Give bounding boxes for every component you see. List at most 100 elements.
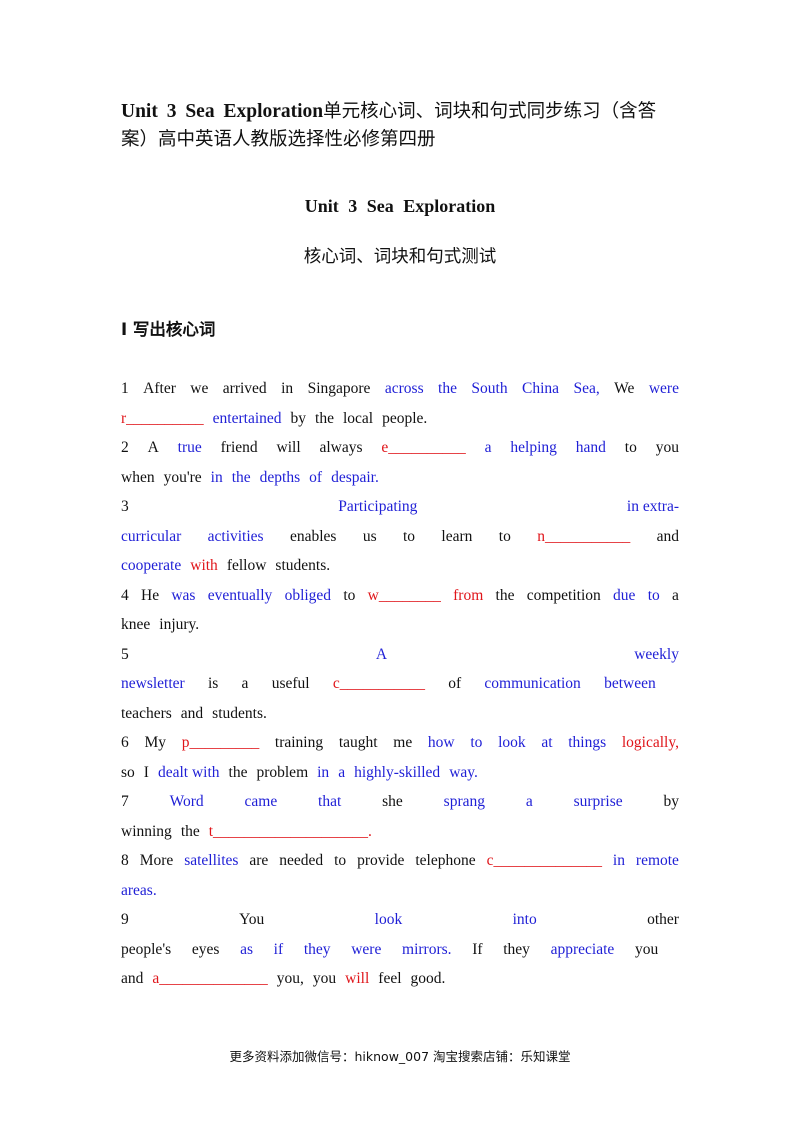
sentence-word: Singapore <box>307 380 371 397</box>
sentence-word: eyes <box>191 940 220 958</box>
sentence-word: friend <box>220 439 258 456</box>
key-phrase-word: in <box>317 763 330 781</box>
sentence-word: learn <box>441 527 473 545</box>
sentence-word: He <box>141 586 160 604</box>
sentence-word: taught <box>338 734 378 751</box>
sentence-word: injury. <box>159 616 200 633</box>
answer-blank: will <box>345 970 370 987</box>
key-phrase-word: remote <box>635 852 679 869</box>
exercise-line: 7 Word came that she sprang a surprise by <box>121 791 679 813</box>
sentence-word: other <box>647 911 679 928</box>
key-phrase-word: sprang <box>443 793 485 810</box>
key-phrase-word: were <box>648 380 679 397</box>
sentence-word: After <box>143 380 176 397</box>
section-title: I 写出核心词 <box>121 320 216 339</box>
key-phrase-word: look <box>498 734 526 751</box>
exercise-line: r__________ entertained by the local people. <box>121 408 679 430</box>
sentence-word: so <box>121 763 135 781</box>
sentence-word: us <box>362 527 377 545</box>
sentence-word: by <box>663 793 679 810</box>
sentence-word: 6 <box>121 734 129 751</box>
answer-blank: e__________ <box>381 439 466 456</box>
sentence-word: good. <box>410 970 446 987</box>
sentence-word: you, <box>276 970 304 987</box>
key-phrase-word: highly-skilled <box>354 763 441 781</box>
sentence-word: local <box>342 409 374 427</box>
sentence-word: a <box>241 675 249 692</box>
sentence-word: problem <box>256 763 309 781</box>
sentence-word: you <box>655 439 679 456</box>
key-phrase-word: cooperate <box>121 557 182 574</box>
key-phrase-word: into <box>512 911 537 928</box>
key-phrase-word: communication <box>484 675 581 692</box>
answer-blank: c______________ <box>486 852 602 869</box>
key-phrase-word: in extra- <box>626 498 679 515</box>
sentence-word: We <box>614 380 635 397</box>
exercise-line: winning the t____________________. <box>121 821 679 843</box>
sentence-word: a <box>672 586 679 604</box>
key-phrase-word: true <box>177 439 202 456</box>
sentence-word: winning <box>121 822 172 840</box>
key-phrase-word: due <box>613 586 636 604</box>
sentence-word: More <box>139 852 174 869</box>
sentence-word: training <box>274 734 324 751</box>
sentence-word: to <box>343 586 356 604</box>
sentence-word: always <box>319 439 363 456</box>
key-phrase-word: areas. <box>121 881 157 899</box>
sentence-word: to <box>334 852 347 869</box>
sentence-word: telephone <box>415 852 476 869</box>
key-phrase-word: mirrors. <box>402 940 452 958</box>
exercise-line: 9 You look into other <box>121 909 679 931</box>
key-phrase-word: in <box>612 852 625 869</box>
key-phrase-word: between <box>604 675 656 692</box>
answer-blank: with <box>190 557 218 574</box>
sentence-word: people. <box>382 409 428 427</box>
sentence-word: in <box>281 380 294 397</box>
sentence-word: I <box>143 763 149 781</box>
key-phrase-word: they <box>303 940 331 958</box>
exercise-line: curricular activities enables us to learn to n_… <box>121 526 679 548</box>
sentence-word: 4 <box>121 586 129 604</box>
exercise-line: 6 My p_________ training taught me how to look at… <box>121 732 679 754</box>
key-phrase-word: South <box>471 380 508 397</box>
key-phrase-word: look <box>374 911 403 928</box>
footer-note: 更多资料添加微信号：hiknow_007 淘宝搜索店铺：乐知课堂 <box>229 1049 571 1064</box>
sentence-word: teachers <box>121 704 172 722</box>
sentence-word: My <box>144 734 166 751</box>
sentence-word: of <box>448 675 462 692</box>
exercise-line: teachers and students. <box>121 703 679 725</box>
key-phrase-word: the <box>231 468 251 486</box>
key-phrase-word: Sea, <box>573 380 600 397</box>
key-phrase-word: Word <box>169 793 204 810</box>
sentence-word: needed <box>279 852 324 869</box>
sentence-word: the <box>228 763 248 781</box>
key-phrase-word: activities <box>207 527 264 545</box>
sentence-word: 5 <box>121 645 129 663</box>
sentence-word: If <box>472 940 483 958</box>
sentence-word: to <box>402 527 416 545</box>
answer-blank: logically, <box>621 734 679 751</box>
key-phrase-word: Participating <box>338 498 418 515</box>
key-phrase-word: at <box>541 734 553 751</box>
sentence-word: the <box>495 586 515 604</box>
key-phrase-word: helping <box>510 439 557 456</box>
sentence-word: you're <box>163 468 202 486</box>
exercise-line: and a______________ you, you will feel good. <box>121 968 679 990</box>
sentence-word: are <box>249 852 269 869</box>
sentence-word: people's <box>121 940 172 958</box>
key-phrase-word: way. <box>449 763 478 781</box>
key-phrase-word: surprise <box>573 793 623 810</box>
sentence-word: 8 <box>121 852 129 869</box>
sentence-word: arrived <box>222 380 267 397</box>
sentence-word: knee <box>121 616 151 633</box>
key-phrase-word: weekly <box>634 645 679 663</box>
key-phrase-word: a <box>525 793 533 810</box>
sentence-word: the <box>315 409 334 427</box>
sentence-word: students. <box>275 557 331 574</box>
sentence-word: you <box>634 940 659 958</box>
sentence-word: 9 <box>121 911 129 928</box>
key-phrase-word: of <box>309 468 323 486</box>
exercise-line: 8 More satellites are needed to provide telepho… <box>121 850 679 872</box>
key-phrase-word: appreciate <box>550 940 615 958</box>
